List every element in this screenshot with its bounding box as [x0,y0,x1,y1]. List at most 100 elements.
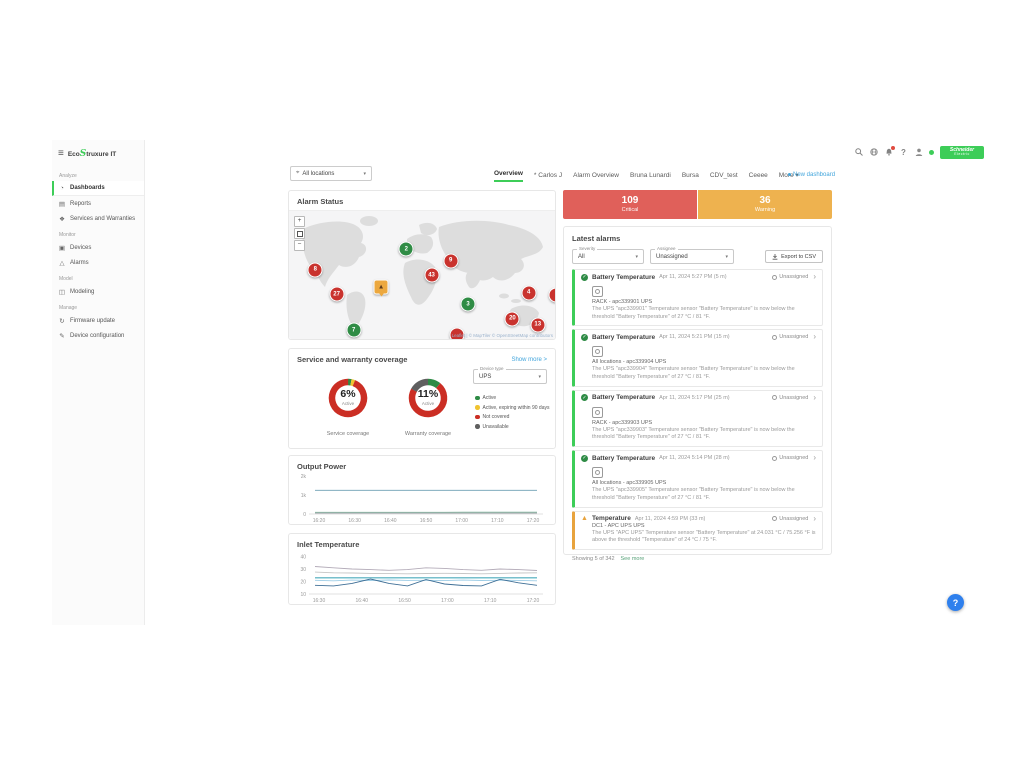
chevron-right-icon[interactable]: › [813,392,816,402]
globe-icon[interactable] [869,148,878,157]
menu-icon[interactable]: ≡ [58,148,64,159]
sidebar-item-services-and-warranties[interactable]: ❖ Services and Warranties [59,215,136,223]
critical-map-marker[interactable]: 8 [307,262,323,278]
output-power-chart[interactable]: 0 1k 2k 16:20 16:30 16:40 16:50 17:00 17:10 17:20 [293,473,551,528]
sidebar-item-devices[interactable]: ▣ Devices [58,244,92,252]
svg-text:10: 10 [300,592,306,598]
location-selector[interactable]: ⌖ All locations ▾ [290,166,372,181]
location-pin-icon: ⌖ [296,170,300,176]
schneider-electric-logo[interactable]: Schneider Electric [940,145,984,159]
assignee-badge[interactable]: Unassigned [772,334,808,340]
device-type-icon [592,467,603,479]
assignee-badge[interactable]: Unassigned [772,455,808,461]
warning-alarms-card[interactable]: 36 Warning [698,190,832,219]
notifications-bell-icon[interactable] [884,145,895,157]
tab-bursa[interactable]: Bursa [681,172,699,179]
assignee-filter-value: Unassigned [656,253,688,260]
world-map[interactable]: + − Leaflet | © MapTiler © OpenStreetMap… [289,210,555,339]
assignee-filter[interactable]: Assignee Unassigned ▾ [650,246,734,264]
firmware-update-icon: ↻ [59,317,65,325]
inlet-temperature-chart[interactable]: 10 20 30 40 16:30 16:40 16:50 17:00 17:10 17:20 [293,551,551,608]
tab-bruna-lunardi[interactable]: Bruna Lunardi [629,172,671,179]
alarm-title: Battery Temperature [592,394,656,402]
device-type-value: UPS [479,373,492,380]
zoom-in-button[interactable]: + [294,216,305,227]
alarm-timestamp: Apr 11, 2024 4:59 PM (33 m) [634,515,706,522]
showing-count: Showing 5 of 342 [572,555,615,562]
alarm-device: DC1 - APC UPS UPS [592,522,645,529]
sidebar-item-firmware-update[interactable]: ↻ Firmware update [59,317,116,325]
search-icon[interactable] [854,148,863,157]
alarm-timestamp: Apr 11, 2024 5:21 PM (15 m) [659,334,730,341]
alarm-list-item[interactable]: ✓ Battery Temperature Apr 11, 2024 5:17 PM… [572,389,823,448]
device-type-icon [592,346,603,358]
severity-filter[interactable]: Severity All ▾ [572,246,644,264]
warning-map-marker[interactable]: ▲ [373,279,389,295]
chevron-right-icon[interactable]: › [813,272,816,281]
help-floating-button[interactable]: ? [947,594,964,611]
critical-alarms-card[interactable]: 109 Critical [563,190,697,219]
severity-filter-value: All [578,253,585,260]
export-to-csv-button[interactable]: Export to CSV [765,250,823,263]
tab-ceeee[interactable]: Ceeee [748,172,768,179]
assignee-badge[interactable]: Unassigned [772,274,808,280]
alarm-list-item[interactable]: ✓ Battery Temperature Apr 11, 2024 5:27 PM… [572,269,823,327]
sidebar-item-alarms[interactable]: △ Alarms [59,259,89,267]
see-more-link[interactable]: See more [620,555,645,562]
alarm-list-item[interactable]: ▲ Temperature Apr 11, 2024 4:59 PM (33 m) U… [572,510,823,550]
chevron-right-icon[interactable]: › [813,513,816,523]
sidebar-item-modeling[interactable]: ◫ Modeling [58,288,95,296]
critical-map-marker[interactable] [449,327,465,339]
alarm-description: The UPS "apc339901" Temperature sensor "… [592,306,795,320]
cleared-check-icon: ✓ [581,333,588,341]
map-continents [289,211,555,339]
legend-item: Not covered [475,414,549,420]
critical-map-marker[interactable]: 27 [329,286,345,302]
tab--carlos-j[interactable]: * Carlos J [533,172,563,179]
fit-bounds-button[interactable] [294,228,305,239]
show-more-link[interactable]: Show more > [511,356,547,363]
tab-alarm-overview[interactable]: Alarm Overview [573,172,619,179]
chevron-right-icon[interactable]: › [813,453,816,463]
alarm-title: Battery Temperature [592,273,656,281]
ok-map-marker[interactable]: 2 [398,241,414,257]
svg-text:16:30: 16:30 [313,598,326,603]
devices-icon: ▣ [58,244,66,252]
sidebar-section-label: Manage [59,305,78,311]
svg-text:17:10: 17:10 [491,518,504,523]
critical-map-marker[interactable]: 13 [530,317,546,333]
device-type-icon [592,286,603,297]
chevron-right-icon[interactable]: › [813,332,816,342]
critical-map-marker[interactable]: 43 [424,267,440,283]
critical-map-marker[interactable]: 9 [443,253,459,269]
tab-overview[interactable]: Overview [494,170,523,182]
sidebar-item-reports[interactable]: ▤ Reports [58,200,92,208]
sidebar-item-dashboards[interactable]: ◔ Dashboards [52,181,144,196]
legend-item: Unavailable [475,424,549,430]
alarm-list-item[interactable]: ✓ Battery Temperature Apr 11, 2024 5:14 PM… [572,450,823,508]
critical-map-marker[interactable]: 20 [504,311,520,327]
tab-cdv-test[interactable]: CDV_test [709,172,738,179]
output-power-title: Output Power [297,462,347,471]
assignee-badge[interactable]: Unassigned [772,395,808,401]
assignee-badge[interactable]: Unassigned [772,516,808,522]
ok-map-marker[interactable]: 7 [346,322,362,338]
critical-map-marker[interactable]: 4 [521,285,537,301]
help-icon[interactable]: ? [901,147,906,157]
critical-count: 109 [621,194,639,206]
plus-dot-icon [788,172,791,176]
svg-text:20: 20 [300,579,306,585]
sidebar-item-device-configuration[interactable]: ✎ Device configuration [59,332,125,340]
severity-filter-label: Severity [577,246,598,252]
device-type-selector[interactable]: Device type UPS ▾ [473,366,547,384]
map-attribution: Leaflet | © MapTiler © OpenStreetMap con… [451,333,553,338]
user-icon[interactable] [914,148,923,157]
ok-map-marker[interactable]: 3 [460,296,476,312]
new-dashboard-button[interactable]: New dashboard [788,172,835,178]
warning-count: 36 [759,194,771,206]
alarm-description: The UPS "apc339904" Temperature sensor "… [592,366,795,381]
alarm-list-item[interactable]: ✓ Battery Temperature Apr 11, 2024 5:21 PM… [572,329,823,387]
latest-alarms-title: Latest alarms [572,234,621,243]
zoom-out-button[interactable]: − [294,240,305,251]
